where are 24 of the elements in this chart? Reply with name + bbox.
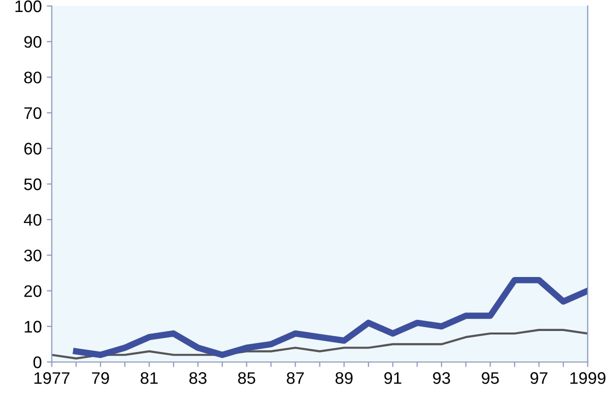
x-tick-label: 1977 [34,372,70,384]
line-series [52,328,588,360]
y-tick-label: 80 [24,72,42,84]
y-tick-label: 10 [24,320,42,333]
y-tick-label: 40 [24,214,42,226]
x-tick-label: 81 [140,372,158,384]
y-tick-label: 100 [16,0,42,12]
y-tick-label: 50 [24,178,42,190]
x-tick-label: 97 [530,372,548,384]
x-tick-label: 91 [384,372,402,384]
y-tick-label: 20 [24,285,42,298]
y-tick-label: 60 [24,142,42,155]
x-tick-label: 93 [433,372,450,384]
x-tick-label: 79 [92,372,109,384]
x-tick-label: 89 [336,372,353,384]
y-tick-label: 90 [24,36,42,48]
y-tick-label: 0 [33,356,42,368]
x-tick-label: 83 [189,372,206,384]
x-tick-label: 87 [286,372,304,384]
x-tick-label: 85 [238,372,256,384]
y-tick-label: 30 [24,250,42,262]
x-tick-label: 95 [482,372,499,384]
y-tick-label: 70 [24,107,42,120]
x-tick-label: 1999 [570,372,606,384]
